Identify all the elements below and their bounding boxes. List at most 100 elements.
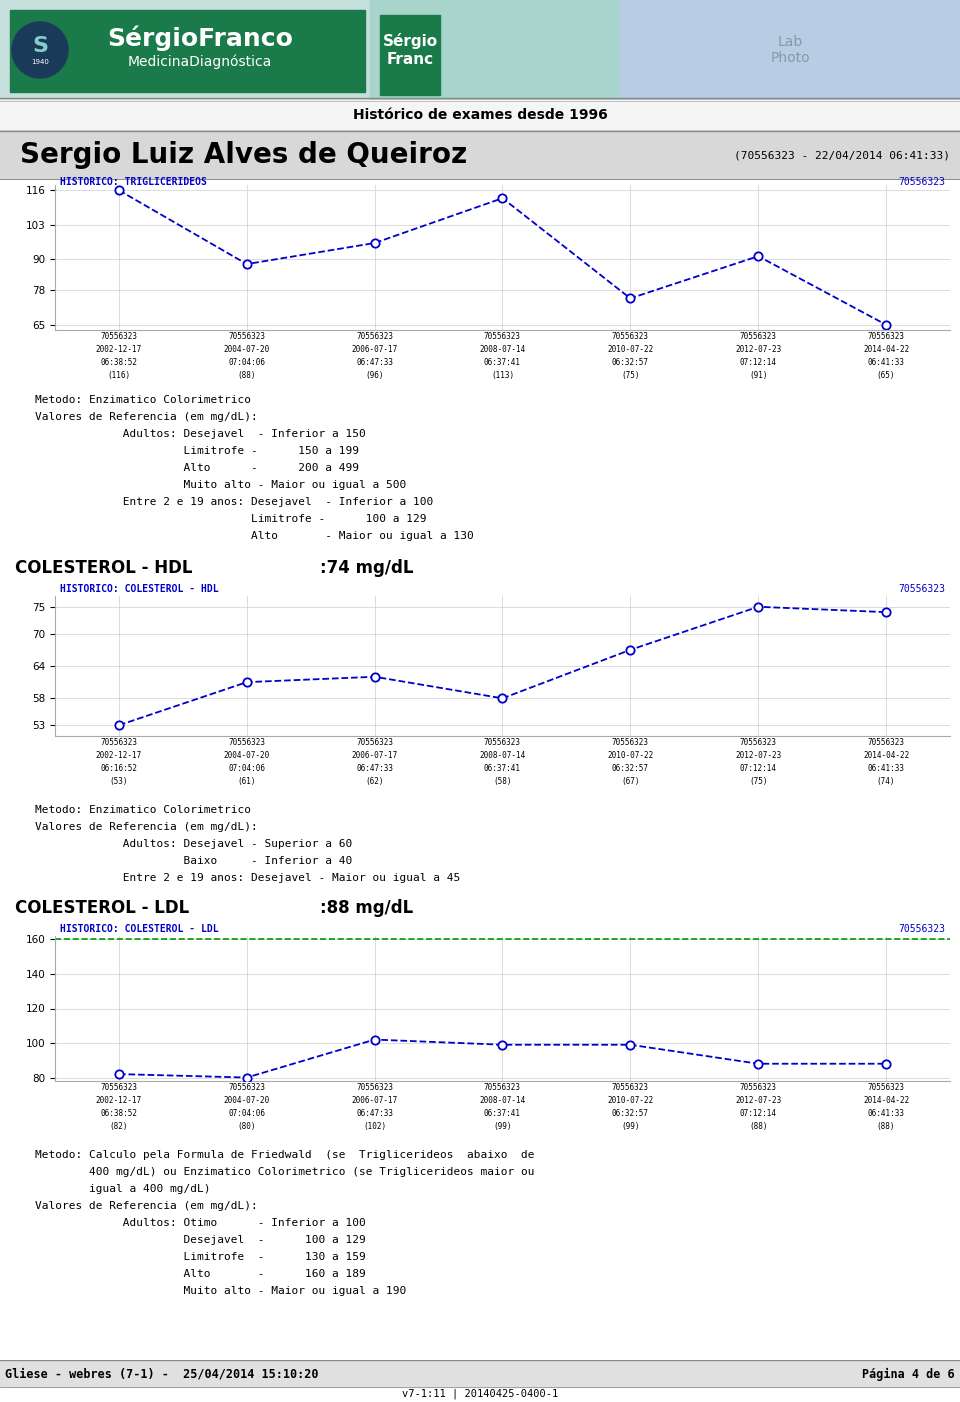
Text: 2008-07-14: 2008-07-14	[479, 345, 526, 353]
Text: SérgioFranco: SérgioFranco	[108, 25, 293, 50]
Text: 06:32:57: 06:32:57	[612, 1109, 649, 1117]
Text: Adultos: Desejavel  - Inferior a 150: Adultos: Desejavel - Inferior a 150	[35, 429, 366, 439]
Text: Limitrofe  -      130 a 159: Limitrofe - 130 a 159	[35, 1252, 366, 1262]
Text: 06:47:33: 06:47:33	[356, 358, 394, 367]
Text: 70556323: 70556323	[868, 737, 904, 747]
Text: 2012-07-23: 2012-07-23	[735, 345, 781, 353]
Text: (58): (58)	[493, 777, 512, 787]
Text: 2002-12-17: 2002-12-17	[96, 345, 142, 353]
Text: Limitrofe -      150 a 199: Limitrofe - 150 a 199	[35, 446, 359, 456]
Text: 07:12:14: 07:12:14	[740, 1109, 777, 1117]
Text: Entre 2 e 19 anos: Desejavel  - Inferior a 100: Entre 2 e 19 anos: Desejavel - Inferior …	[35, 496, 433, 508]
Text: (99): (99)	[493, 1122, 512, 1131]
Text: 2008-07-14: 2008-07-14	[479, 751, 526, 760]
Text: COLESTEROL - LDL: COLESTEROL - LDL	[15, 899, 189, 917]
Text: (91): (91)	[749, 372, 767, 380]
Text: Muito alto - Maior ou igual a 190: Muito alto - Maior ou igual a 190	[35, 1286, 406, 1295]
Text: 70556323: 70556323	[228, 1082, 265, 1092]
Text: 2006-07-17: 2006-07-17	[351, 1096, 397, 1105]
Text: 70556323: 70556323	[228, 737, 265, 747]
Text: 2014-04-22: 2014-04-22	[863, 1096, 909, 1105]
Text: Gliese - webres (7-1) -  25/04/2014 15:10:20: Gliese - webres (7-1) - 25/04/2014 15:10…	[5, 1367, 319, 1381]
Text: Sergio Luiz Alves de Queiroz: Sergio Luiz Alves de Queiroz	[20, 142, 468, 170]
Text: 2014-04-22: 2014-04-22	[863, 345, 909, 353]
Text: Metodo: Calculo pela Formula de Friedwald  (se  Triglicerideos  abaixo  de: Metodo: Calculo pela Formula de Friedwal…	[35, 1150, 535, 1159]
Circle shape	[12, 22, 68, 79]
Text: 06:16:52: 06:16:52	[101, 764, 137, 773]
Text: 1940: 1940	[31, 59, 49, 64]
Text: Metodo: Enzimatico Colorimetrico: Metodo: Enzimatico Colorimetrico	[35, 395, 251, 405]
Text: 07:12:14: 07:12:14	[740, 764, 777, 773]
Bar	[10, 10, 365, 93]
Text: 06:41:33: 06:41:33	[868, 764, 904, 773]
Text: Histórico de exames desde 1996: Histórico de exames desde 1996	[352, 108, 608, 122]
Text: 70556323: 70556323	[484, 1082, 521, 1092]
Text: 2006-07-17: 2006-07-17	[351, 345, 397, 353]
Text: 70556323: 70556323	[356, 737, 394, 747]
Text: (88): (88)	[749, 1122, 767, 1131]
Text: 06:47:33: 06:47:33	[356, 1109, 394, 1117]
Text: 2012-07-23: 2012-07-23	[735, 751, 781, 760]
Text: 06:38:52: 06:38:52	[101, 358, 137, 367]
Text: 06:47:33: 06:47:33	[356, 764, 394, 773]
Text: S: S	[32, 36, 48, 56]
Text: 07:04:06: 07:04:06	[228, 1109, 265, 1117]
Text: Metodo: Enzimatico Colorimetrico: Metodo: Enzimatico Colorimetrico	[35, 805, 251, 815]
Text: 70556323: 70556323	[356, 332, 394, 341]
Text: 70556323: 70556323	[612, 737, 649, 747]
Text: (61): (61)	[237, 777, 256, 787]
Text: 400 mg/dL) ou Enzimatico Colorimetrico (se Triglicerideos maior ou: 400 mg/dL) ou Enzimatico Colorimetrico (…	[35, 1166, 535, 1178]
Text: (102): (102)	[363, 1122, 386, 1131]
Text: 06:32:57: 06:32:57	[612, 764, 649, 773]
Text: 2004-07-20: 2004-07-20	[224, 1096, 270, 1105]
Text: 06:32:57: 06:32:57	[612, 358, 649, 367]
Text: (116): (116)	[108, 372, 131, 380]
Text: 70556323: 70556323	[356, 1082, 394, 1092]
Text: Lab
Photo: Lab Photo	[770, 35, 810, 64]
Text: 2002-12-17: 2002-12-17	[96, 751, 142, 760]
Text: Valores de Referencia (em mg/dL):: Valores de Referencia (em mg/dL):	[35, 1202, 257, 1211]
Text: 70556323: 70556323	[898, 177, 945, 186]
Text: Valores de Referencia (em mg/dL):: Valores de Referencia (em mg/dL):	[35, 412, 257, 422]
Text: 70556323: 70556323	[484, 332, 521, 341]
Text: 2008-07-14: 2008-07-14	[479, 1096, 526, 1105]
Bar	[620, 0, 960, 100]
Text: igual a 400 mg/dL): igual a 400 mg/dL)	[35, 1185, 210, 1195]
Text: (96): (96)	[366, 372, 384, 380]
Text: 70556323: 70556323	[101, 1082, 137, 1092]
Text: 2002-12-17: 2002-12-17	[96, 1096, 142, 1105]
Text: (67): (67)	[621, 777, 639, 787]
Text: Alto      -      200 a 499: Alto - 200 a 499	[35, 463, 359, 472]
Text: (80): (80)	[237, 1122, 256, 1131]
Text: (53): (53)	[109, 777, 129, 787]
Text: (113): (113)	[491, 372, 514, 380]
Text: 2014-04-22: 2014-04-22	[863, 751, 909, 760]
Text: 2004-07-20: 2004-07-20	[224, 751, 270, 760]
Text: :88 mg/dL: :88 mg/dL	[320, 899, 413, 917]
Text: 70556323: 70556323	[101, 737, 137, 747]
Text: COLESTEROL - HDL: COLESTEROL - HDL	[15, 559, 193, 578]
Text: Valores de Referencia (em mg/dL):: Valores de Referencia (em mg/dL):	[35, 822, 257, 831]
Text: Alto       - Maior ou igual a 130: Alto - Maior ou igual a 130	[35, 531, 473, 541]
Text: 70556323: 70556323	[898, 924, 945, 934]
Text: 07:04:06: 07:04:06	[228, 764, 265, 773]
Text: 70556323: 70556323	[740, 1082, 777, 1092]
Text: Muito alto - Maior ou igual a 500: Muito alto - Maior ou igual a 500	[35, 479, 406, 491]
Text: (88): (88)	[876, 1122, 896, 1131]
Text: (88): (88)	[237, 372, 256, 380]
Text: (75): (75)	[621, 372, 639, 380]
Bar	[0, 1360, 960, 1387]
Text: v7-1:11 | 20140425-0400-1: v7-1:11 | 20140425-0400-1	[402, 1389, 558, 1399]
Text: (65): (65)	[876, 372, 896, 380]
Text: MedicinaDiagnóstica: MedicinaDiagnóstica	[128, 55, 272, 69]
Text: HISTORICO: COLESTEROL - HDL: HISTORICO: COLESTEROL - HDL	[60, 585, 219, 594]
Text: 2006-07-17: 2006-07-17	[351, 751, 397, 760]
Text: (82): (82)	[109, 1122, 129, 1131]
Text: (75): (75)	[749, 777, 767, 787]
Text: 06:38:52: 06:38:52	[101, 1109, 137, 1117]
Text: Adultos: Otimo      - Inferior a 100: Adultos: Otimo - Inferior a 100	[35, 1218, 366, 1228]
Text: 70556323: 70556323	[868, 1082, 904, 1092]
Text: 06:37:41: 06:37:41	[484, 1109, 521, 1117]
Text: (99): (99)	[621, 1122, 639, 1131]
Text: 06:41:33: 06:41:33	[868, 358, 904, 367]
